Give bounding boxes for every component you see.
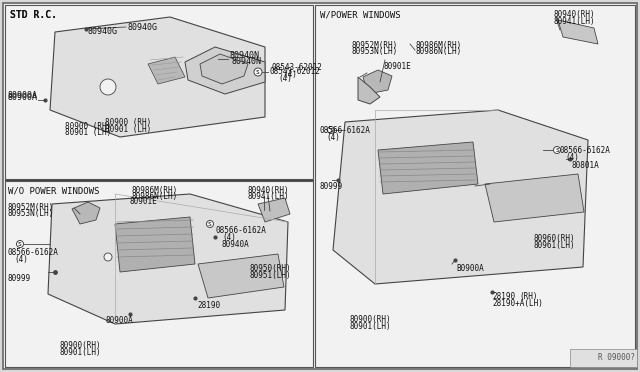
- Text: 80900 (RH): 80900 (RH): [105, 118, 151, 127]
- Text: 80901 (LH): 80901 (LH): [105, 125, 151, 134]
- Text: 80900A: 80900A: [106, 316, 134, 325]
- Text: (4): (4): [14, 255, 28, 264]
- Polygon shape: [378, 142, 478, 194]
- Text: 08566-6162A: 08566-6162A: [559, 146, 610, 155]
- Bar: [5, 5, 313, 179]
- Polygon shape: [198, 254, 284, 298]
- Text: 80952M(RH): 80952M(RH): [8, 203, 54, 212]
- Circle shape: [328, 126, 335, 134]
- Text: 80960(RH): 80960(RH): [533, 234, 575, 243]
- Text: B0900A: B0900A: [456, 264, 484, 273]
- Text: 80900(RH): 80900(RH): [59, 341, 101, 350]
- Text: STD R.C.: STD R.C.: [10, 10, 57, 20]
- Polygon shape: [185, 47, 265, 94]
- Text: 80900 (RH): 80900 (RH): [65, 122, 111, 131]
- Text: 08566-6162A: 08566-6162A: [320, 126, 371, 135]
- Text: 80901(LH): 80901(LH): [59, 348, 101, 357]
- Polygon shape: [148, 57, 185, 84]
- Text: 80953N(LH): 80953N(LH): [352, 47, 398, 56]
- Text: 08543-62012: 08543-62012: [272, 63, 323, 72]
- Text: (4): (4): [278, 74, 292, 83]
- Circle shape: [554, 147, 561, 154]
- Text: 80951(LH): 80951(LH): [249, 271, 291, 280]
- Text: 80940A: 80940A: [222, 240, 250, 249]
- Text: 80950(RH): 80950(RH): [249, 264, 291, 273]
- Polygon shape: [48, 194, 288, 324]
- Circle shape: [207, 221, 214, 228]
- Text: S: S: [208, 221, 212, 227]
- Text: 80999: 80999: [320, 182, 343, 191]
- Text: 80940(RH): 80940(RH): [248, 186, 290, 195]
- Text: 80941(LH): 80941(LH): [248, 192, 290, 201]
- Text: 80941(LH): 80941(LH): [554, 17, 596, 26]
- Circle shape: [104, 253, 112, 261]
- Text: S: S: [256, 70, 260, 74]
- Polygon shape: [358, 77, 380, 104]
- Text: 80986M(RH): 80986M(RH): [416, 41, 462, 50]
- Text: 80940(RH): 80940(RH): [554, 10, 596, 19]
- Text: 80940G: 80940G: [88, 27, 118, 36]
- Text: R 09000?: R 09000?: [598, 353, 635, 362]
- Bar: [570, 349, 637, 367]
- Text: STD R.C.: STD R.C.: [10, 10, 57, 20]
- Text: (4): (4): [565, 153, 579, 162]
- Polygon shape: [363, 70, 392, 94]
- Text: 80986M(RH): 80986M(RH): [132, 186, 179, 195]
- Polygon shape: [258, 198, 290, 222]
- Text: 08566-6162A: 08566-6162A: [8, 248, 59, 257]
- Text: (RH): (RH): [519, 292, 538, 301]
- Polygon shape: [558, 20, 598, 44]
- Text: 80999: 80999: [8, 274, 31, 283]
- Text: 80900A: 80900A: [8, 91, 38, 100]
- Text: 08566-6162A: 08566-6162A: [216, 226, 267, 235]
- Polygon shape: [485, 174, 584, 222]
- Text: 80801A: 80801A: [572, 161, 600, 170]
- Text: 80900A: 80900A: [8, 93, 38, 102]
- Text: W/POWER WINDOWS: W/POWER WINDOWS: [320, 10, 401, 19]
- Text: 08543-62012: 08543-62012: [269, 67, 320, 76]
- Text: 80940G: 80940G: [128, 22, 158, 32]
- Text: 80900(RH): 80900(RH): [350, 315, 392, 324]
- Text: (4): (4): [283, 70, 297, 79]
- Text: S: S: [555, 148, 559, 153]
- Text: 80901E: 80901E: [130, 197, 157, 206]
- Polygon shape: [50, 17, 265, 137]
- Text: (4): (4): [326, 133, 340, 142]
- Circle shape: [254, 68, 262, 76]
- Bar: [5, 181, 313, 367]
- Bar: [315, 5, 635, 367]
- Text: 80940N: 80940N: [229, 51, 259, 61]
- Text: 28190: 28190: [197, 301, 220, 310]
- Text: 80901(LH): 80901(LH): [350, 322, 392, 331]
- Text: 80986N(LH): 80986N(LH): [416, 47, 462, 56]
- Text: 80940N: 80940N: [232, 57, 262, 66]
- Polygon shape: [72, 202, 100, 224]
- Text: S: S: [18, 241, 22, 247]
- Circle shape: [100, 79, 116, 95]
- Text: (4): (4): [222, 233, 236, 242]
- Text: 80901E: 80901E: [384, 62, 412, 71]
- Text: S: S: [329, 128, 333, 132]
- Text: 80901 (LH): 80901 (LH): [65, 128, 111, 138]
- Text: 80986N(LH): 80986N(LH): [132, 192, 179, 201]
- Text: 28190: 28190: [492, 292, 515, 301]
- Text: W/O POWER WINDOWS: W/O POWER WINDOWS: [8, 186, 99, 195]
- Polygon shape: [115, 217, 195, 272]
- Circle shape: [17, 241, 24, 247]
- Text: 28190+A(LH): 28190+A(LH): [492, 299, 543, 308]
- Text: 80952M(RH): 80952M(RH): [352, 41, 398, 50]
- Text: 80961(LH): 80961(LH): [533, 241, 575, 250]
- Polygon shape: [200, 54, 248, 84]
- Polygon shape: [333, 110, 588, 284]
- Text: 80953N(LH): 80953N(LH): [8, 209, 54, 218]
